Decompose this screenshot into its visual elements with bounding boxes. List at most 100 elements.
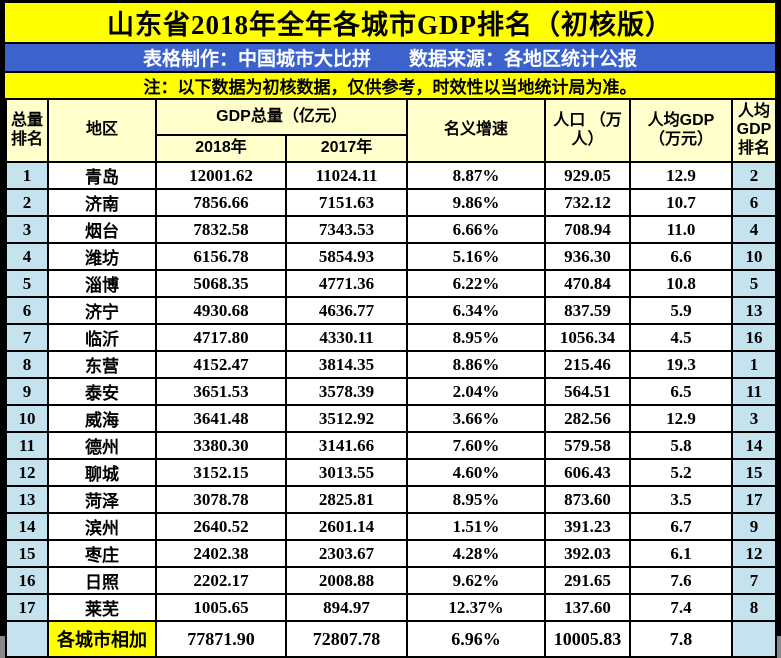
growth-cell: 9.86% <box>406 188 546 217</box>
per-capita-cell: 19.3 <box>629 350 733 379</box>
population-cell: 391.23 <box>544 512 631 541</box>
population-cell: 936.30 <box>544 242 631 271</box>
total-rank-cell <box>5 620 49 658</box>
total-rank-cell: 3 <box>5 215 49 244</box>
per-capita-cell: 7.4 <box>629 593 733 622</box>
per-capita-rank-cell: 8 <box>731 593 777 622</box>
gdp-2018-cell: 5068.35 <box>155 269 287 298</box>
total-per-capita-rank-cell <box>731 620 777 658</box>
city-cell: 临沂 <box>47 323 157 352</box>
per-capita-cell: 12.9 <box>629 161 733 190</box>
population-cell: 732.12 <box>544 188 631 217</box>
table-row: 9 泰安 3651.53 3578.39 2.04% 564.51 6.5 11 <box>5 377 777 406</box>
per-capita-cell: 3.5 <box>629 485 733 514</box>
col-header-per-capita-rank: 人均GDP排名 <box>731 98 777 163</box>
population-cell: 929.05 <box>544 161 631 190</box>
growth-cell: 8.95% <box>406 485 546 514</box>
total-rank-cell: 4 <box>5 242 49 271</box>
total-rank-cell: 13 <box>5 485 49 514</box>
gdp-2017-cell: 3578.39 <box>285 377 408 406</box>
total-row: 各城市相加 77871.90 72807.78 6.96% 10005.83 7… <box>5 620 777 658</box>
gdp-2018-cell: 3152.15 <box>155 458 287 487</box>
note-text: 注：以下数据为初核数据，仅供参考，时效性以当地统计局为准。 <box>143 78 637 97</box>
per-capita-rank-cell: 12 <box>731 539 777 568</box>
data-source-label: 数据来源：各地区统计公报 <box>409 49 638 70</box>
gdp-2017-cell: 4330.11 <box>285 323 408 352</box>
gdp-2018-cell: 3078.78 <box>155 485 287 514</box>
total-growth-cell: 6.96% <box>406 620 546 658</box>
growth-cell: 6.66% <box>406 215 546 244</box>
per-capita-cell: 12.9 <box>629 404 733 433</box>
per-capita-rank-cell: 17 <box>731 485 777 514</box>
table-row: 16 日照 2202.17 2008.88 9.62% 291.65 7.6 7 <box>5 566 777 595</box>
city-cell: 德州 <box>47 431 157 460</box>
city-cell: 淄博 <box>47 269 157 298</box>
per-capita-cell: 6.5 <box>629 377 733 406</box>
total-gdp-2018-cell: 77871.90 <box>155 620 287 658</box>
city-cell: 东营 <box>47 350 157 379</box>
credits-bar: 表格制作：中国城市大比拼 数据来源：各地区统计公报 <box>5 44 775 71</box>
gdp-2018-cell: 4152.47 <box>155 350 287 379</box>
col-header-total-rank: 总量排名 <box>5 98 49 163</box>
growth-cell: 4.28% <box>406 539 546 568</box>
total-rank-cell: 17 <box>5 593 49 622</box>
table-row: 6 济宁 4930.68 4636.77 6.34% 837.59 5.9 13 <box>5 296 777 325</box>
population-cell: 579.58 <box>544 431 631 460</box>
total-rank-cell: 6 <box>5 296 49 325</box>
col-header-2017: 2017年 <box>285 134 408 163</box>
gdp-2017-cell: 2825.81 <box>285 485 408 514</box>
table-row: 12 聊城 3152.15 3013.55 4.60% 606.43 5.2 15 <box>5 458 777 487</box>
population-cell: 873.60 <box>544 485 631 514</box>
total-rank-cell: 5 <box>5 269 49 298</box>
city-cell: 泰安 <box>47 377 157 406</box>
growth-cell: 6.34% <box>406 296 546 325</box>
growth-cell: 5.16% <box>406 242 546 271</box>
gdp-2017-cell: 3512.92 <box>285 404 408 433</box>
header-row-top: 总量排名 地区 GDP总量（亿元） 名义增速 人口 （万人） 人均GDP（万元）… <box>5 98 777 163</box>
gdp-2018-cell: 6156.78 <box>155 242 287 271</box>
per-capita-cell: 6.7 <box>629 512 733 541</box>
growth-cell: 8.95% <box>406 323 546 352</box>
gdp-2018-cell: 1005.65 <box>155 593 287 622</box>
note-bar: 注：以下数据为初核数据，仅供参考，时效性以当地统计局为准。 <box>5 73 775 98</box>
col-header-growth: 名义增速 <box>406 98 546 163</box>
col-header-gdp-total: GDP总量（亿元） <box>155 98 408 136</box>
city-cell: 日照 <box>47 566 157 595</box>
gdp-2017-cell: 3013.55 <box>285 458 408 487</box>
gdp-2018-cell: 12001.62 <box>155 161 287 190</box>
per-capita-rank-cell: 4 <box>731 215 777 244</box>
growth-cell: 8.86% <box>406 350 546 379</box>
per-capita-cell: 5.2 <box>629 458 733 487</box>
per-capita-rank-cell: 14 <box>731 431 777 460</box>
total-rank-cell: 7 <box>5 323 49 352</box>
population-cell: 564.51 <box>544 377 631 406</box>
col-header-region: 地区 <box>47 98 157 163</box>
gdp-2018-cell: 7856.66 <box>155 188 287 217</box>
page-title: 山东省2018年全年各城市GDP排名（初核版） <box>107 10 673 40</box>
population-cell: 282.56 <box>544 404 631 433</box>
per-capita-rank-cell: 10 <box>731 242 777 271</box>
title-bar: 山东省2018年全年各城市GDP排名（初核版） <box>5 3 775 42</box>
population-cell: 392.03 <box>544 539 631 568</box>
total-rank-cell: 16 <box>5 566 49 595</box>
total-label-cell: 各城市相加 <box>47 620 157 658</box>
total-rank-cell: 12 <box>5 458 49 487</box>
table-row: 15 枣庄 2402.38 2303.67 4.28% 392.03 6.1 12 <box>5 539 777 568</box>
city-cell: 青岛 <box>47 161 157 190</box>
growth-cell: 8.87% <box>406 161 546 190</box>
growth-cell: 4.60% <box>406 458 546 487</box>
col-header-population: 人口 （万人） <box>544 98 631 163</box>
per-capita-rank-cell: 9 <box>731 512 777 541</box>
gdp-2017-cell: 7151.63 <box>285 188 408 217</box>
gdp-2017-cell: 2303.67 <box>285 539 408 568</box>
growth-cell: 9.62% <box>406 566 546 595</box>
per-capita-rank-cell: 7 <box>731 566 777 595</box>
table-row: 4 潍坊 6156.78 5854.93 5.16% 936.30 6.6 10 <box>5 242 777 271</box>
gdp-2017-cell: 2601.14 <box>285 512 408 541</box>
gdp-2017-cell: 3141.66 <box>285 431 408 460</box>
table-row: 13 菏泽 3078.78 2825.81 8.95% 873.60 3.5 17 <box>5 485 777 514</box>
gdp-2018-cell: 7832.58 <box>155 215 287 244</box>
per-capita-rank-cell: 11 <box>731 377 777 406</box>
table-maker-label: 表格制作：中国城市大比拼 <box>142 49 371 70</box>
